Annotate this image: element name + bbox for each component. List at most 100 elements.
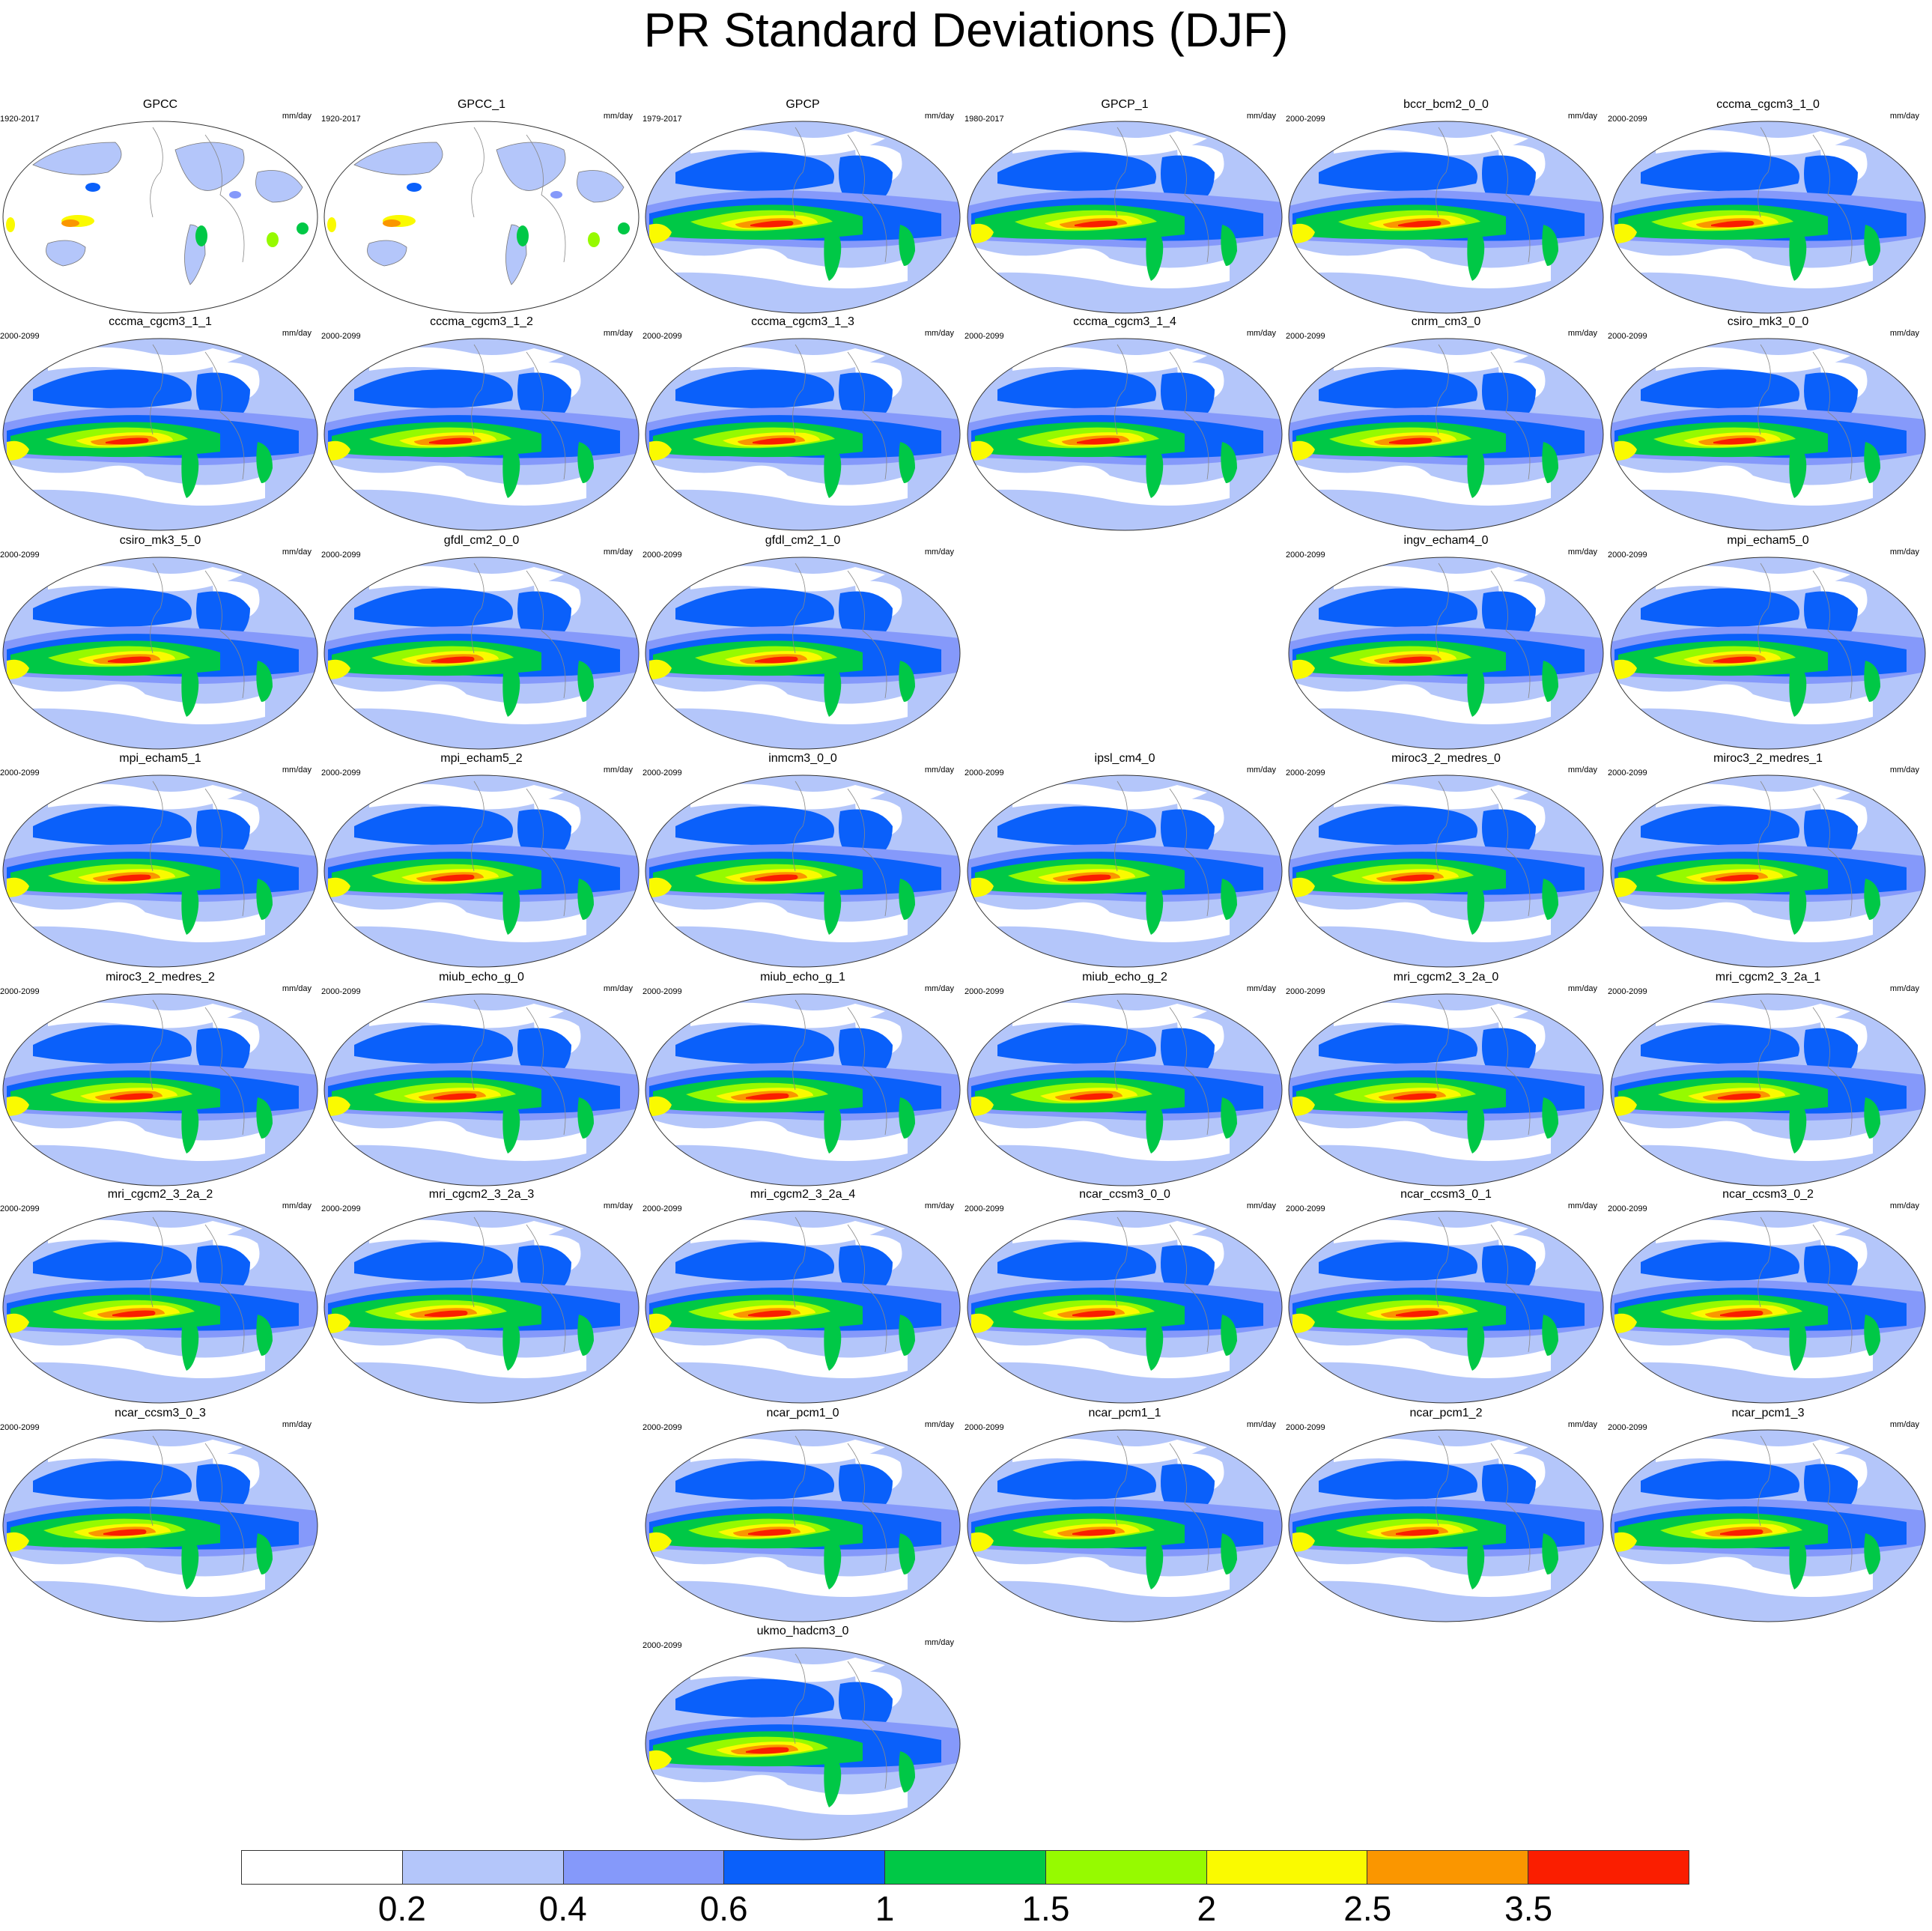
map-plot xyxy=(323,121,640,314)
panel-title: GPCP_1 xyxy=(1101,98,1149,111)
map-outline xyxy=(645,557,961,750)
map-plot xyxy=(323,993,640,1186)
map-plot xyxy=(967,774,1283,968)
map-panel: mri_cgcm2_3_2a_1 2000-2099 mm/day xyxy=(1608,970,1928,1187)
map-plot xyxy=(1288,121,1604,314)
map-outline xyxy=(323,1210,640,1404)
map-outline xyxy=(967,1429,1283,1622)
panel-title: mri_cgcm2_3_2a_0 xyxy=(1393,971,1499,983)
panel-units: mm/day xyxy=(603,1201,633,1210)
panel-title: ncar_ccsm3_0_1 xyxy=(1400,1188,1492,1201)
colorbar-swatch xyxy=(724,1851,886,1884)
map-outline xyxy=(2,121,318,314)
panel-title: ncar_pcm1_0 xyxy=(766,1407,839,1419)
panel-units: mm/day xyxy=(282,1201,312,1210)
map-outline xyxy=(645,1647,961,1840)
colorbar-tick-label: 3.5 xyxy=(1504,1889,1553,1928)
map-outline xyxy=(323,338,640,531)
panel-period: 2000-2099 xyxy=(965,1423,1004,1432)
map-panel: ncar_ccsm3_0_1 2000-2099 mm/day xyxy=(1286,1187,1606,1404)
panel-units: mm/day xyxy=(603,984,633,993)
map-panel: cccma_cgcm3_1_3 2000-2099 mm/day xyxy=(643,315,963,532)
panel-period: 2000-2099 xyxy=(965,332,1004,341)
map-plot xyxy=(967,338,1283,531)
colorbar-swatch xyxy=(242,1851,403,1884)
map-plot xyxy=(1288,1210,1604,1404)
panel-units: mm/day xyxy=(282,329,312,338)
panel-period: 1980-2017 xyxy=(965,115,1004,124)
panel-title: ncar_ccsm3_0_2 xyxy=(1722,1188,1814,1201)
panel-period: 2000-2099 xyxy=(0,1204,40,1213)
panel-period: 2000-2099 xyxy=(1608,115,1647,124)
panel-title: cccma_cgcm3_1_1 xyxy=(109,315,212,328)
map-panel: gfdl_cm2_0_0 2000-2099 mm/day xyxy=(321,533,642,751)
colorbar-tick-label: 1.5 xyxy=(1021,1889,1070,1928)
map-panel: cccma_cgcm3_1_0 2000-2099 mm/day xyxy=(1608,97,1928,315)
map-panel: bccr_bcm2_0_0 2000-2099 mm/day xyxy=(1286,97,1606,315)
map-outline xyxy=(1288,774,1604,968)
map-outline xyxy=(967,774,1283,968)
map-plot xyxy=(967,1429,1283,1622)
map-plot xyxy=(1610,1210,1926,1404)
map-plot xyxy=(1288,774,1604,968)
panel-units: mm/day xyxy=(1246,329,1276,338)
panel-units: mm/day xyxy=(1567,548,1597,557)
map-plot xyxy=(2,993,318,1186)
panel-title: cnrm_cm3_0 xyxy=(1411,315,1481,328)
panel-units: mm/day xyxy=(1567,766,1597,774)
map-plot xyxy=(1288,1429,1604,1622)
panel-period: 2000-2099 xyxy=(643,332,682,341)
panel-title: cccma_cgcm3_1_0 xyxy=(1716,98,1820,111)
map-plot xyxy=(323,1210,640,1404)
panel-title: mpi_echam5_2 xyxy=(440,752,523,765)
map-panel: cccma_cgcm3_1_1 2000-2099 mm/day xyxy=(0,315,321,532)
map-panel: ncar_pcm1_0 2000-2099 mm/day xyxy=(643,1406,963,1623)
colorbar-tick-label: 0.4 xyxy=(538,1889,587,1928)
panel-period: 2000-2099 xyxy=(643,1423,682,1432)
panel-units: mm/day xyxy=(924,1201,954,1210)
panel-period: 2000-2099 xyxy=(643,769,682,777)
map-plot xyxy=(323,338,640,531)
map-panel: miroc3_2_medres_0 2000-2099 mm/day xyxy=(1286,751,1606,968)
panel-units: mm/day xyxy=(1889,548,1919,557)
map-outline xyxy=(967,1210,1283,1404)
map-panel: ncar_pcm1_2 2000-2099 mm/day xyxy=(1286,1406,1606,1623)
map-panel: ncar_ccsm3_0_3 2000-2099 mm/day xyxy=(0,1406,321,1623)
map-plot xyxy=(1610,993,1926,1186)
panel-title: GPCC_1 xyxy=(457,98,506,111)
map-outline xyxy=(2,1210,318,1404)
map-plot xyxy=(1610,774,1926,968)
map-panel: inmcm3_0_0 2000-2099 mm/day xyxy=(643,751,963,968)
map-outline xyxy=(967,993,1283,1186)
panel-units: mm/day xyxy=(924,1420,954,1429)
panel-period: 2000-2099 xyxy=(1608,551,1647,560)
panel-units: mm/day xyxy=(282,548,312,557)
panel-title: mri_cgcm2_3_2a_3 xyxy=(428,1188,535,1201)
map-plot xyxy=(645,121,961,314)
map-plot xyxy=(2,1210,318,1404)
map-panel: mpi_echam5_0 2000-2099 mm/day xyxy=(1608,533,1928,751)
map-plot xyxy=(323,557,640,750)
map-outline xyxy=(2,338,318,531)
map-outline xyxy=(1610,338,1926,531)
map-outline xyxy=(1288,1429,1604,1622)
panel-units: mm/day xyxy=(603,329,633,338)
map-panel: GPCC_1 1920-2017 mm/day xyxy=(321,97,642,315)
panel-period: 1920-2017 xyxy=(321,115,361,124)
panel-title: GPCC xyxy=(142,98,178,111)
map-plot xyxy=(2,338,318,531)
panel-units: mm/day xyxy=(1567,1201,1597,1210)
panel-units: mm/day xyxy=(603,548,633,557)
panel-units: mm/day xyxy=(1567,1420,1597,1429)
map-plot xyxy=(1288,338,1604,531)
panel-period: 2000-2099 xyxy=(643,551,682,560)
panel-title: mri_cgcm2_3_2a_1 xyxy=(1715,971,1821,983)
map-plot xyxy=(2,774,318,968)
map-panel: ukmo_hadcm3_0 2000-2099 mm/day xyxy=(643,1624,963,1841)
panel-title: ipsl_cm4_0 xyxy=(1094,752,1155,765)
panel-title: bccr_bcm2_0_0 xyxy=(1403,98,1489,111)
map-outline xyxy=(645,1210,961,1404)
panel-units: mm/day xyxy=(282,1420,312,1429)
panel-units: mm/day xyxy=(603,112,633,121)
panel-title: miroc3_2_medres_0 xyxy=(1391,752,1501,765)
